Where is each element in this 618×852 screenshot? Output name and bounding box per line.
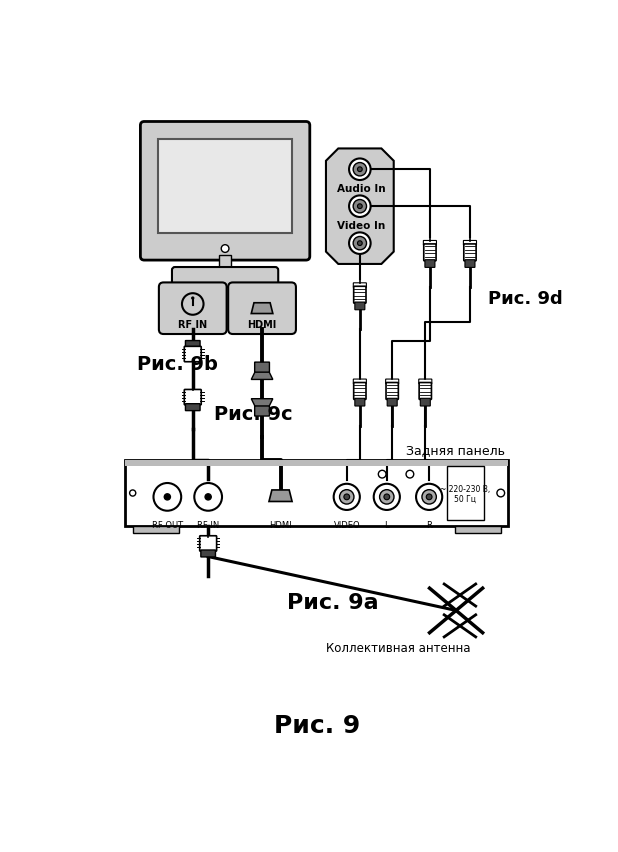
Text: R: R [426, 521, 432, 530]
Text: RF IN: RF IN [197, 521, 219, 530]
Text: Рис. 9a: Рис. 9a [287, 593, 378, 613]
Circle shape [339, 490, 354, 504]
FancyBboxPatch shape [159, 282, 227, 334]
FancyBboxPatch shape [228, 282, 296, 334]
Text: Рис. 9c: Рис. 9c [214, 405, 292, 423]
Circle shape [357, 241, 362, 245]
FancyBboxPatch shape [185, 341, 200, 348]
FancyBboxPatch shape [386, 379, 399, 383]
Polygon shape [269, 490, 292, 502]
FancyBboxPatch shape [255, 406, 269, 416]
Text: RF OUT: RF OUT [152, 521, 183, 530]
Circle shape [334, 484, 360, 510]
Circle shape [130, 490, 136, 496]
Circle shape [205, 494, 211, 500]
FancyBboxPatch shape [355, 398, 365, 406]
Circle shape [357, 167, 362, 171]
FancyBboxPatch shape [353, 379, 366, 383]
FancyBboxPatch shape [255, 362, 269, 372]
Text: 50 Гц: 50 Гц [454, 495, 476, 504]
Bar [158, 139, 292, 233]
Bar [125, 460, 509, 466]
Circle shape [384, 494, 390, 500]
Circle shape [497, 489, 505, 497]
FancyBboxPatch shape [423, 240, 436, 245]
FancyBboxPatch shape [353, 383, 366, 400]
Circle shape [374, 484, 400, 510]
FancyBboxPatch shape [464, 244, 476, 261]
FancyBboxPatch shape [200, 536, 217, 551]
Circle shape [353, 163, 366, 176]
Text: HDMI: HDMI [247, 320, 277, 330]
Polygon shape [326, 148, 394, 264]
Circle shape [353, 199, 366, 213]
Polygon shape [252, 302, 273, 314]
Circle shape [422, 490, 436, 504]
Circle shape [416, 484, 442, 510]
FancyBboxPatch shape [465, 260, 475, 268]
Text: VIDEO: VIDEO [334, 521, 360, 530]
Circle shape [349, 195, 371, 217]
Text: Рис. 9d: Рис. 9d [488, 290, 563, 308]
FancyBboxPatch shape [386, 383, 399, 400]
FancyBboxPatch shape [387, 398, 397, 406]
Text: HDMI: HDMI [269, 521, 292, 530]
FancyBboxPatch shape [201, 550, 216, 557]
Circle shape [379, 490, 394, 504]
Text: Audio In: Audio In [337, 184, 386, 194]
Circle shape [349, 233, 371, 254]
Circle shape [357, 204, 362, 209]
Bar [219, 255, 231, 270]
Bar [447, 466, 484, 520]
Text: Задняя панель: Задняя панель [405, 444, 505, 458]
Text: ~ 220-230 В,: ~ 220-230 В, [440, 486, 491, 494]
Bar [455, 526, 501, 533]
FancyBboxPatch shape [184, 346, 201, 362]
Text: Коллективная антенна: Коллективная антенна [326, 642, 470, 655]
FancyBboxPatch shape [353, 286, 366, 303]
Text: L: L [384, 521, 389, 530]
FancyBboxPatch shape [424, 244, 436, 261]
Polygon shape [252, 371, 273, 379]
Circle shape [164, 494, 171, 500]
FancyBboxPatch shape [184, 389, 201, 405]
Bar [133, 526, 179, 533]
Circle shape [194, 483, 222, 510]
FancyBboxPatch shape [140, 122, 310, 260]
FancyBboxPatch shape [355, 302, 365, 310]
Text: RF IN: RF IN [178, 320, 207, 330]
Circle shape [349, 158, 371, 180]
FancyBboxPatch shape [172, 267, 278, 287]
FancyBboxPatch shape [425, 260, 435, 268]
Polygon shape [252, 399, 273, 406]
Circle shape [378, 470, 386, 478]
FancyBboxPatch shape [419, 379, 432, 383]
Circle shape [153, 483, 181, 510]
Bar [125, 460, 509, 526]
FancyBboxPatch shape [185, 404, 200, 411]
Circle shape [192, 297, 194, 299]
Circle shape [344, 494, 350, 500]
Text: Рис. 9b: Рис. 9b [137, 354, 218, 373]
FancyBboxPatch shape [419, 383, 431, 400]
Circle shape [353, 237, 366, 250]
Circle shape [182, 293, 203, 314]
FancyBboxPatch shape [420, 398, 430, 406]
FancyBboxPatch shape [464, 240, 476, 245]
Text: Рис. 9: Рис. 9 [274, 714, 360, 738]
Text: Video In: Video In [337, 221, 386, 231]
Circle shape [221, 245, 229, 252]
Circle shape [406, 470, 413, 478]
FancyBboxPatch shape [353, 283, 366, 287]
Circle shape [426, 494, 432, 500]
